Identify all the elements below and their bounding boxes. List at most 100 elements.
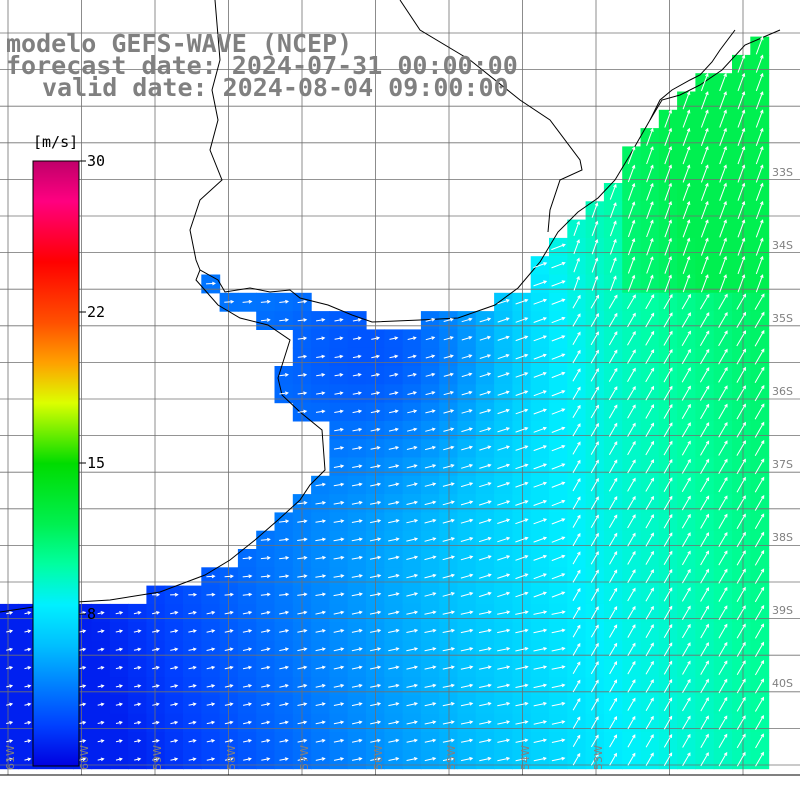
wind-arrow	[24, 684, 32, 688]
wind-arrow	[97, 757, 105, 762]
wind-arrow	[646, 274, 654, 292]
wind-arrow	[551, 353, 566, 360]
wind-arrow	[460, 555, 474, 561]
lat-lon-grid	[0, 0, 800, 776]
wind-arrow	[242, 665, 253, 670]
wind-arrow	[551, 756, 566, 762]
wind-arrow	[718, 678, 728, 694]
wind-arrow	[333, 537, 345, 542]
wind-arrow	[645, 404, 654, 419]
wind-arrow	[406, 427, 418, 432]
wind-arrow	[664, 127, 672, 146]
wind-arrow	[297, 409, 308, 414]
wind-arrow	[627, 331, 636, 346]
wind-arrow	[627, 495, 636, 510]
wind-arrow	[497, 756, 511, 762]
wind-arrow	[424, 464, 437, 469]
wind-arrow	[700, 623, 709, 639]
wind-arrow	[333, 464, 345, 469]
colorbar-tick-label-30: 30	[87, 152, 106, 170]
wind-arrow	[645, 550, 654, 565]
wind-arrow	[551, 298, 566, 305]
wind-arrow	[682, 237, 691, 256]
wind-arrow	[551, 720, 566, 725]
wind-arrow	[424, 757, 437, 762]
wind-arrow	[754, 476, 765, 493]
wind-arrow	[79, 647, 87, 652]
wind-arrow	[351, 500, 363, 505]
wind-arrow	[515, 536, 529, 543]
wind-arrow	[315, 409, 326, 414]
wind-arrow	[351, 482, 363, 487]
wind-arrow	[260, 592, 271, 597]
wind-arrow	[297, 592, 308, 597]
wind-arrow	[133, 684, 142, 688]
wind-arrow	[369, 537, 382, 542]
wind-arrow	[97, 720, 105, 725]
wind-arrow	[663, 715, 673, 730]
wind-arrow	[6, 757, 14, 762]
wind-arrow	[478, 573, 492, 579]
wind-arrow	[460, 720, 474, 725]
wind-arrow	[24, 611, 32, 615]
wind-arrow	[6, 739, 14, 743]
wind-arrow	[497, 317, 510, 323]
wind-arrow	[260, 647, 271, 652]
wind-arrow	[515, 335, 529, 342]
wind-arrow	[115, 647, 124, 652]
wind-arrow	[754, 513, 765, 530]
wind-arrow	[572, 642, 581, 656]
wind-arrow	[737, 127, 746, 146]
wind-arrow	[700, 458, 710, 474]
wind-arrow	[627, 146, 636, 164]
wind-arrow	[497, 299, 510, 305]
wind-arrow	[424, 445, 437, 451]
wind-arrow	[645, 624, 654, 638]
wind-arrow	[646, 182, 654, 201]
wind-arrow	[442, 628, 456, 633]
wind-arrow	[334, 373, 344, 377]
wind-arrow	[515, 518, 529, 525]
wind-arrow	[755, 714, 764, 731]
wind-arrow	[700, 568, 710, 584]
wind-arrow	[700, 237, 709, 256]
wind-arrow	[627, 349, 636, 364]
wind-arrow	[663, 697, 673, 712]
wind-arrow	[388, 464, 400, 469]
wind-arrow	[170, 629, 179, 633]
wind-arrow	[572, 294, 581, 309]
wind-arrow	[682, 733, 691, 748]
wind-arrow	[719, 72, 727, 92]
wind-arrow	[551, 536, 566, 543]
wind-arrow	[609, 752, 617, 766]
wind-arrow	[754, 293, 765, 310]
wind-arrow	[515, 647, 529, 652]
wind-arrow	[279, 738, 289, 743]
wind-arrow	[297, 683, 308, 688]
wind-arrow	[479, 390, 492, 396]
wind-arrow	[388, 665, 400, 670]
wind-arrow	[533, 335, 547, 342]
wind-arrow	[461, 336, 473, 341]
wind-arrow	[682, 660, 691, 675]
wind-arrow	[700, 440, 710, 456]
wind-arrow	[755, 72, 764, 92]
wind-arrow	[369, 574, 382, 578]
wind-arrow	[515, 500, 529, 506]
wind-arrow	[591, 275, 599, 291]
wind-arrow	[170, 739, 179, 743]
wind-arrow	[369, 519, 382, 524]
wind-arrow	[261, 720, 271, 725]
wind-arrow	[663, 532, 673, 547]
wind-arrow	[572, 624, 581, 638]
wind-arrow	[479, 445, 492, 451]
wind-arrow	[718, 733, 728, 749]
wind-arrow	[352, 446, 363, 450]
wind-arrow	[351, 574, 363, 578]
wind-arrow	[497, 555, 511, 561]
longitude-label: 56W	[372, 745, 385, 770]
wind-arrow	[755, 733, 764, 749]
wind-arrow	[682, 697, 691, 712]
wind-arrow	[591, 220, 599, 237]
wind-arrow	[497, 427, 510, 433]
